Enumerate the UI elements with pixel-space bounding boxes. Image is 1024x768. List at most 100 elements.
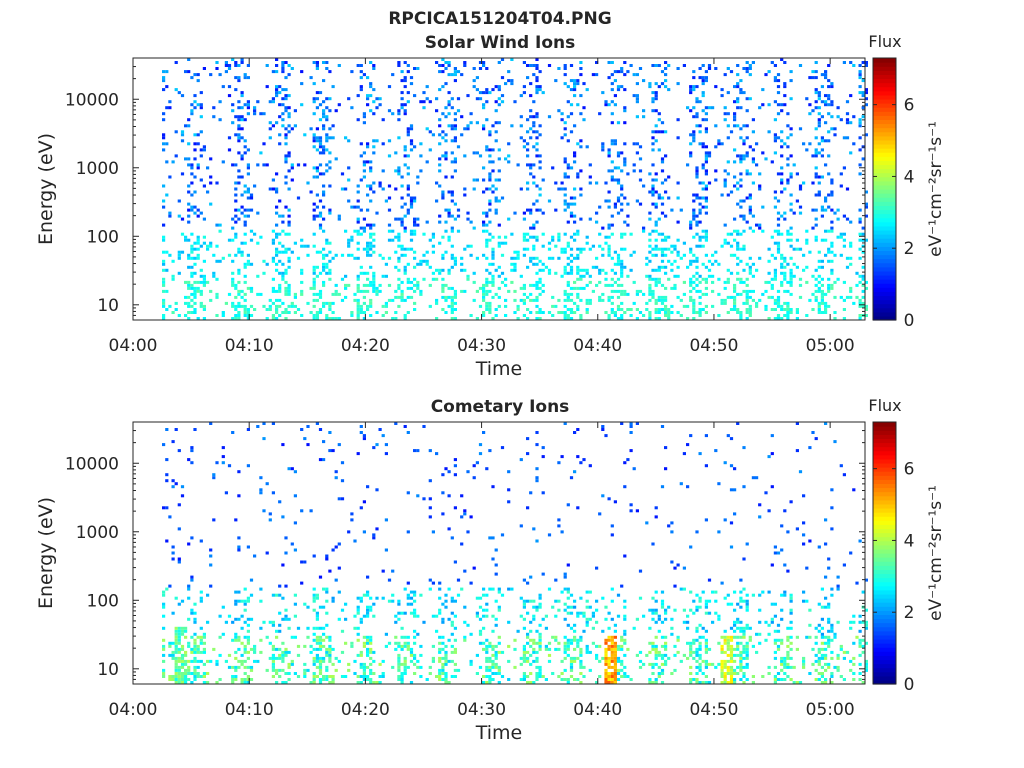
heatmap-cell [736, 85, 740, 89]
heatmap-cell [347, 166, 351, 170]
heatmap-cell [664, 653, 668, 657]
heatmap-cell [271, 301, 275, 305]
heatmap-cell [830, 115, 834, 119]
heatmap-cell [563, 668, 567, 672]
heatmap-cell [187, 617, 191, 621]
heatmap-cell [171, 485, 175, 489]
heatmap-cell [177, 256, 181, 260]
heatmap-cell [704, 127, 708, 131]
heatmap-cell [776, 317, 781, 320]
heatmap-cell [249, 193, 254, 197]
heatmap-cell [353, 614, 357, 618]
heatmap-cell [566, 590, 570, 594]
heatmap-cell [845, 295, 850, 299]
heatmap-cell [573, 94, 577, 98]
heatmap-cell [224, 64, 228, 67]
heatmap-cell [202, 67, 206, 70]
heatmap-cell [598, 232, 602, 236]
heatmap-cell [281, 64, 285, 67]
heatmap-cell [475, 76, 479, 80]
heatmap-cell [366, 184, 370, 188]
heatmap-cell [249, 593, 254, 597]
heatmap-cell [532, 121, 536, 125]
heatmap-cell [419, 644, 423, 648]
heatmap-cell [566, 244, 570, 248]
heatmap-cell [372, 64, 376, 67]
heatmap-cell [271, 70, 275, 74]
heatmap-cell [271, 241, 275, 245]
heatmap-cell [331, 449, 335, 453]
heatmap-cell [510, 124, 514, 128]
heatmap-cell [318, 662, 323, 666]
heatmap-cell [196, 665, 200, 669]
heatmap-cell [174, 641, 178, 645]
heatmap-cell [686, 626, 690, 630]
heatmap-cell [202, 184, 206, 188]
heatmap-cell [717, 139, 721, 143]
heatmap-cell [372, 283, 376, 287]
heatmap-cell [347, 662, 351, 666]
heatmap-cell [397, 662, 401, 666]
colorbar-segment [873, 242, 896, 247]
heatmap-cell [610, 88, 614, 92]
heatmap-cell [312, 672, 316, 675]
heatmap-cell [532, 145, 536, 149]
heatmap-cell [177, 641, 181, 645]
heatmap-cell [692, 286, 696, 290]
heatmap-cell [720, 665, 724, 669]
heatmap-cell [532, 256, 536, 260]
heatmap-cell [177, 314, 181, 317]
heatmap-cell [780, 262, 784, 266]
heatmap-cell [491, 614, 495, 618]
heatmap-cell [482, 178, 486, 182]
heatmap-cell [438, 64, 442, 67]
heatmap-cell [648, 82, 652, 86]
heatmap-cell [325, 653, 329, 657]
heatmap-cell [576, 265, 580, 269]
heatmap-cell [742, 268, 746, 272]
heatmap-cell [249, 578, 254, 582]
heatmap-cell [381, 142, 385, 146]
heatmap-cell [362, 635, 366, 639]
heatmap-cell [692, 317, 696, 320]
heatmap-cell [789, 127, 793, 131]
heatmap-cell [353, 205, 357, 209]
heatmap-cell [237, 317, 241, 320]
heatmap-cell [576, 506, 580, 510]
heatmap-cell [704, 292, 708, 296]
heatmap-cell [726, 91, 730, 95]
heatmap-cell [654, 172, 658, 176]
heatmap-cell [864, 61, 868, 64]
heatmap-cell [413, 289, 417, 293]
heatmap-cell [237, 127, 241, 131]
heatmap-cell [190, 256, 194, 260]
heatmap-cell [824, 308, 828, 311]
heatmap-cell [312, 554, 316, 558]
heatmap-cell [773, 190, 777, 194]
heatmap-cell [400, 675, 404, 678]
heatmap-cell [485, 292, 489, 296]
heatmap-cell [409, 238, 414, 242]
heatmap-cell [698, 599, 702, 603]
heatmap-cell [585, 590, 589, 594]
heatmap-cell [491, 148, 495, 152]
heatmap-cell [526, 295, 530, 299]
heatmap-cell [554, 635, 558, 639]
heatmap-cell [704, 518, 708, 522]
heatmap-cell [356, 64, 360, 67]
heatmap-cell [767, 70, 771, 74]
heatmap-cell [202, 241, 206, 245]
heatmap-cell [271, 656, 275, 660]
heatmap-cell [322, 217, 326, 221]
heatmap-cell [284, 289, 288, 293]
heatmap-cell [400, 678, 404, 681]
heatmap-cell [733, 286, 737, 290]
heatmap-cell [215, 67, 219, 70]
heatmap-cell [657, 232, 661, 236]
heatmap-cell [215, 461, 219, 465]
heatmap-cell [513, 250, 517, 254]
heatmap-cell [174, 659, 178, 663]
heatmap-cell [312, 280, 316, 284]
heatmap-cell [227, 148, 232, 152]
heatmap-cell [281, 229, 285, 233]
